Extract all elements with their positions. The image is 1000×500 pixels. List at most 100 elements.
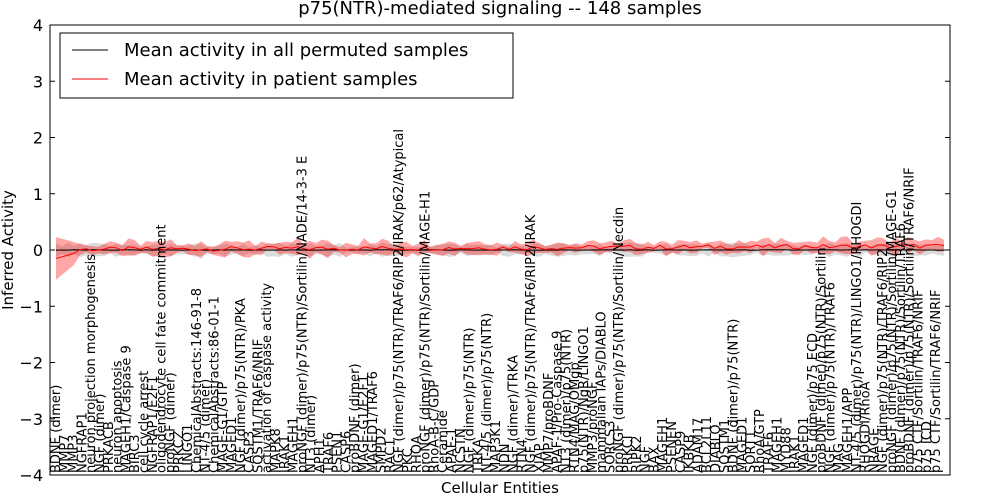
x-tick-label: proNGF (dimer)/p75(NTR)/Sortilin/NADE/14… bbox=[295, 156, 310, 473]
y-tick-label: 3 bbox=[33, 72, 43, 91]
x-tick-label: IKBKB bbox=[683, 434, 698, 473]
x-tick-label: RIPK2 bbox=[630, 435, 645, 473]
y-tick-label: −4 bbox=[19, 466, 43, 485]
x-tick-label: NGF (dimer)/p75 ECD bbox=[806, 333, 821, 473]
x-tick-label: NGFRAP1 bbox=[75, 412, 90, 473]
legend-box bbox=[59, 32, 514, 99]
x-tick-label: MAGED1/TRAF6 bbox=[366, 371, 381, 473]
x-tick-label: NT3 (dimer) bbox=[304, 395, 319, 473]
x-tick-label: MAGEH1/Caspase 9 bbox=[119, 345, 134, 473]
x-axis-label: Cellular Entities bbox=[441, 479, 559, 497]
x-tick-label: APAF-1/Pro-Caspase 9 bbox=[551, 331, 566, 473]
x-tick-label: BCL2L11 bbox=[700, 416, 715, 473]
x-tick-label: PSENEN bbox=[665, 421, 680, 473]
x-tick-label: NGF (dimer)/p75(NTR)/PKA bbox=[234, 298, 249, 473]
legend: Mean activity in all permuted samples Me… bbox=[59, 32, 514, 99]
x-tick-label: activation of caspase activity bbox=[260, 283, 275, 473]
x-tick-label: oligodendrocyte cell fate commitment bbox=[155, 224, 170, 473]
x-tick-label: LINGO1 bbox=[181, 424, 196, 473]
x-tick-label: SMPD2 bbox=[375, 427, 390, 473]
x-tick-label: PRKCZ bbox=[172, 430, 187, 473]
y-axis: −4 −3 −2 −1 0 1 2 3 4 bbox=[19, 16, 950, 485]
x-tick-label: neuron projection morphogenesis bbox=[84, 254, 99, 473]
x-tick-label: NDN bbox=[498, 444, 513, 473]
x-tick-label: RHOGDI/RhoA bbox=[859, 381, 874, 473]
x-tick-label: NGFRAP1/E2F1 bbox=[146, 376, 161, 473]
x-tick-label: mammalian IAPs/DIABLO bbox=[595, 311, 610, 473]
x-tick-label: RTN4/MAG/OMgp bbox=[568, 362, 583, 473]
x-tick-label: NT-4/5 (dimer)/p75(NTR) bbox=[480, 313, 495, 473]
x-tick-label: PKC bbox=[401, 448, 416, 473]
x-tick-label: TRAF6 bbox=[762, 432, 777, 474]
x-tick-label: MYD88 bbox=[779, 427, 794, 473]
x-tick-label: SORT1 bbox=[744, 430, 759, 473]
x-tick-label: IRAK1 bbox=[788, 435, 803, 473]
x-tick-label: MAG bbox=[832, 443, 847, 473]
x-tick-label: BIRC3 bbox=[128, 435, 143, 474]
x-tick-label: NGF (dimer)/p75(NTR)/TRAF6/RIP2/IRAK/p62… bbox=[392, 129, 407, 473]
x-tick-label: ChemicalAbstracts:86-01-1 bbox=[207, 296, 222, 473]
y-tick-label: 4 bbox=[33, 16, 43, 35]
x-tick-label: BDNF (dimer)/p75(NTR)/Sortilin/TRAF6 bbox=[894, 223, 909, 473]
x-tick-label: MAGE-G1/E2F1 bbox=[357, 375, 372, 473]
x-tick-label: p75 CTF/Sortilin/TRAF6/NRIF bbox=[911, 290, 926, 473]
x-tick-label: APAF-1 bbox=[445, 428, 460, 473]
x-tick-label: NGF (dimer)/TRKA bbox=[507, 355, 522, 473]
y-tick-label: 0 bbox=[33, 241, 43, 260]
x-tick-label: MAGEH1 bbox=[656, 417, 671, 473]
x-tick-label: CASP6 bbox=[339, 431, 354, 473]
x-tick-label: MAGED1 bbox=[225, 417, 240, 473]
x-tick-label: MMP3/proNGF bbox=[586, 382, 601, 473]
x-tick-label: p75 CTF/Sortilin/TRAF6/NRIF bbox=[929, 290, 944, 473]
x-tick-label: BDNF (dimer)/p75(NTR) bbox=[727, 319, 742, 473]
x-tick-label: MAGE-G1/GTP bbox=[216, 381, 231, 473]
x-tick-label: NGF (dimer)/p75(NTR)/TRAF6 bbox=[823, 282, 838, 473]
x-tick-label: MAGEH1 bbox=[771, 417, 786, 473]
x-tick-label: PRKCI bbox=[621, 435, 636, 473]
x-tick-label: RTN4 bbox=[515, 439, 530, 473]
x-tick-label: MAP3K1 bbox=[489, 420, 504, 473]
x-tick-label: PRKACB bbox=[102, 421, 117, 473]
x-tick-label: TRAF6 bbox=[322, 432, 337, 474]
x-tick-label: MMP7/proBDNF bbox=[542, 373, 557, 473]
y-tick-label: −2 bbox=[19, 354, 43, 373]
x-tick-label: NT3 (dimer)/p75(NTR) bbox=[559, 329, 574, 473]
x-tick-label: MMP3 bbox=[67, 434, 82, 473]
x-tick-label: proBDNF (dimer)/p75(NTR)/Sortilin bbox=[815, 247, 830, 473]
x-tick-label: IRAK1 bbox=[278, 435, 293, 473]
x-tick-label: proNGF (dimer)/p75(NTR)/Sortilin/MAGE-H1 bbox=[419, 191, 434, 473]
permuted-line bbox=[55, 249, 945, 251]
x-tick-label: SORCS3 bbox=[603, 421, 618, 473]
x-tick-label: XIAP bbox=[533, 443, 548, 473]
x-tick-label: BAX bbox=[647, 446, 662, 473]
y-tick-label: −1 bbox=[19, 297, 43, 316]
x-tick-label: MAGEH1/APP bbox=[841, 388, 856, 473]
x-tick-label: proNGF (dimer)/p75(NTR)/Sortilin/MAGE-G1 bbox=[885, 190, 900, 473]
x-tick-label: proBDNF (dimer) bbox=[348, 363, 363, 473]
x-tick-label: proNGF (dimer)/p75(NTR)/Sortilin/Necdin bbox=[612, 207, 627, 473]
x-tick-label: NT-4/5 (dimer) bbox=[199, 379, 214, 473]
x-tick-label: p75 ICD bbox=[920, 421, 935, 473]
plot-area bbox=[50, 236, 950, 280]
x-tick-label: RhoA-B-C/GDP bbox=[427, 380, 442, 473]
x-tick-label: TRKA bbox=[471, 439, 486, 474]
x-tick-label: neuron apoptosis bbox=[111, 360, 126, 473]
x-tick-label: CASP9 bbox=[674, 431, 689, 473]
legend-label-patient: Mean activity in patient samples bbox=[124, 69, 418, 90]
x-tick-label: SQSTM1/TRAF6/NRIF bbox=[251, 339, 266, 473]
x-tick-label: ChemicalAbstracts:146-91-8 bbox=[190, 288, 205, 473]
x-tick-label: NCSTN bbox=[454, 428, 469, 473]
x-tick-label: BDNF (dimer) bbox=[49, 385, 64, 473]
x-tick-label: ADAM17 bbox=[691, 418, 706, 473]
x-tick-label: MAGED1 bbox=[735, 417, 750, 473]
x-tick-label: PSEN1 bbox=[331, 431, 346, 473]
x-tick-label: proBDNF (dimer)/p75(NTR)/Sortilin/TRAF6/… bbox=[903, 167, 918, 473]
x-tick-label: DIABLO bbox=[709, 424, 724, 473]
x-tick-label: NGF (dimer)/p75(NTR)/TRAF6/RIP2/IRAK bbox=[524, 214, 539, 473]
x-tick-label: proNGF (dimer) bbox=[163, 372, 178, 473]
x-tick-label: Ceramide bbox=[436, 410, 451, 473]
x-tick-label: MMP7 bbox=[58, 434, 73, 473]
y-axis-label: Inferred Activity bbox=[0, 190, 17, 310]
